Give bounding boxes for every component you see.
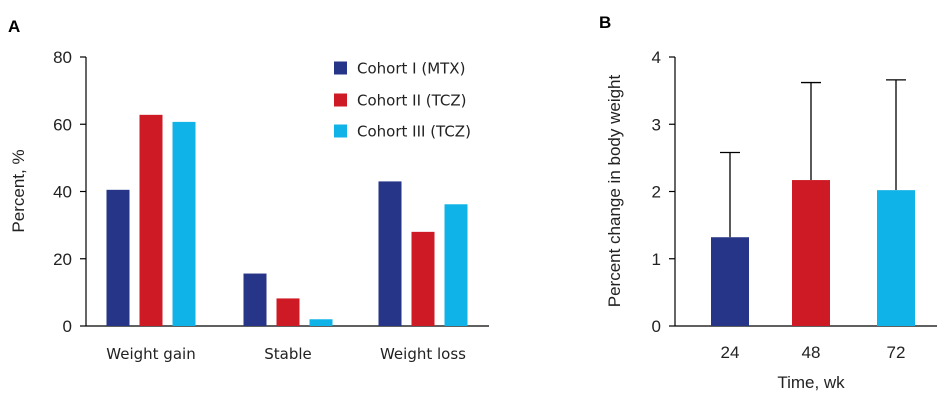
legend-label: Cohort II (TCZ) xyxy=(357,92,467,110)
panel-b-x-axis-title: Time, wk xyxy=(777,373,845,392)
panel-a-legend: Cohort I (MTX) Cohort II (TCZ) Cohort III … xyxy=(334,60,471,141)
panel-b-y-tick-label: 3 xyxy=(652,115,661,134)
panel-b-letter: B xyxy=(599,13,611,32)
panel-b-bar xyxy=(792,180,830,326)
panel-b-category-label: 48 xyxy=(802,343,821,362)
panel-b-y-tick-label: 2 xyxy=(652,183,661,202)
panel-a-y-tick-label: 40 xyxy=(53,183,72,202)
panel-a-category-label: Weight loss xyxy=(380,345,466,363)
panel-a-category-label: Weight gain xyxy=(106,345,195,363)
panel-a-category-label: Stable xyxy=(264,345,312,363)
panel-b-bar xyxy=(711,237,749,326)
panel-a-bar xyxy=(243,273,267,326)
panel-a-y-axis-title: Percent, % xyxy=(9,149,28,232)
panel-b-x-labels: 24 48 72 xyxy=(721,343,906,362)
panel-b-bar xyxy=(877,190,915,326)
panel-a-y-tick-label: 80 xyxy=(53,48,72,67)
panel-a-bar xyxy=(309,319,333,326)
legend-label: Cohort III (TCZ) xyxy=(357,123,471,141)
panel-b-bars xyxy=(711,79,915,326)
panel-a-bar xyxy=(378,181,402,326)
panel-a-bar xyxy=(276,298,300,326)
panel-a-y-ticks: 0 20 40 60 80 xyxy=(53,48,86,336)
panel-b-y-axis-title: Percent change in body weight xyxy=(605,74,624,307)
panel-a-bar xyxy=(172,121,196,327)
legend-swatch xyxy=(334,93,347,107)
panel-a-y-tick-label: 20 xyxy=(53,250,72,269)
panel-a-bar xyxy=(444,204,468,326)
panel-a-letter: A xyxy=(8,17,20,36)
panel-b-y-tick-label: 0 xyxy=(652,317,661,336)
panel-a-y-tick-label: 0 xyxy=(63,317,72,336)
panel-a-x-labels: Weight gain Stable Weight loss xyxy=(106,345,466,363)
panel-a-bar xyxy=(139,114,163,327)
panel-b-y-tick-label: 4 xyxy=(652,48,661,67)
legend-swatch xyxy=(334,61,347,75)
panel-b-category-label: 72 xyxy=(887,343,906,362)
panel-a: A Percent, % 0 20 40 60 80 Weight gain Stable… xyxy=(8,17,489,363)
panel-a-bar xyxy=(411,231,435,326)
legend-label: Cohort I (MTX) xyxy=(357,60,465,78)
panel-b-category-label: 24 xyxy=(721,343,740,362)
panel-a-y-tick-label: 60 xyxy=(53,115,72,134)
panel-b-y-ticks: 0 1 2 3 4 xyxy=(652,48,675,336)
legend-swatch xyxy=(334,124,347,138)
panel-a-bar xyxy=(106,189,130,326)
panel-b: B Percent change in body weight 0 1 2 3 4 24… xyxy=(599,13,937,392)
panel-b-y-tick-label: 1 xyxy=(652,250,661,269)
panel-a-bars xyxy=(106,114,468,327)
